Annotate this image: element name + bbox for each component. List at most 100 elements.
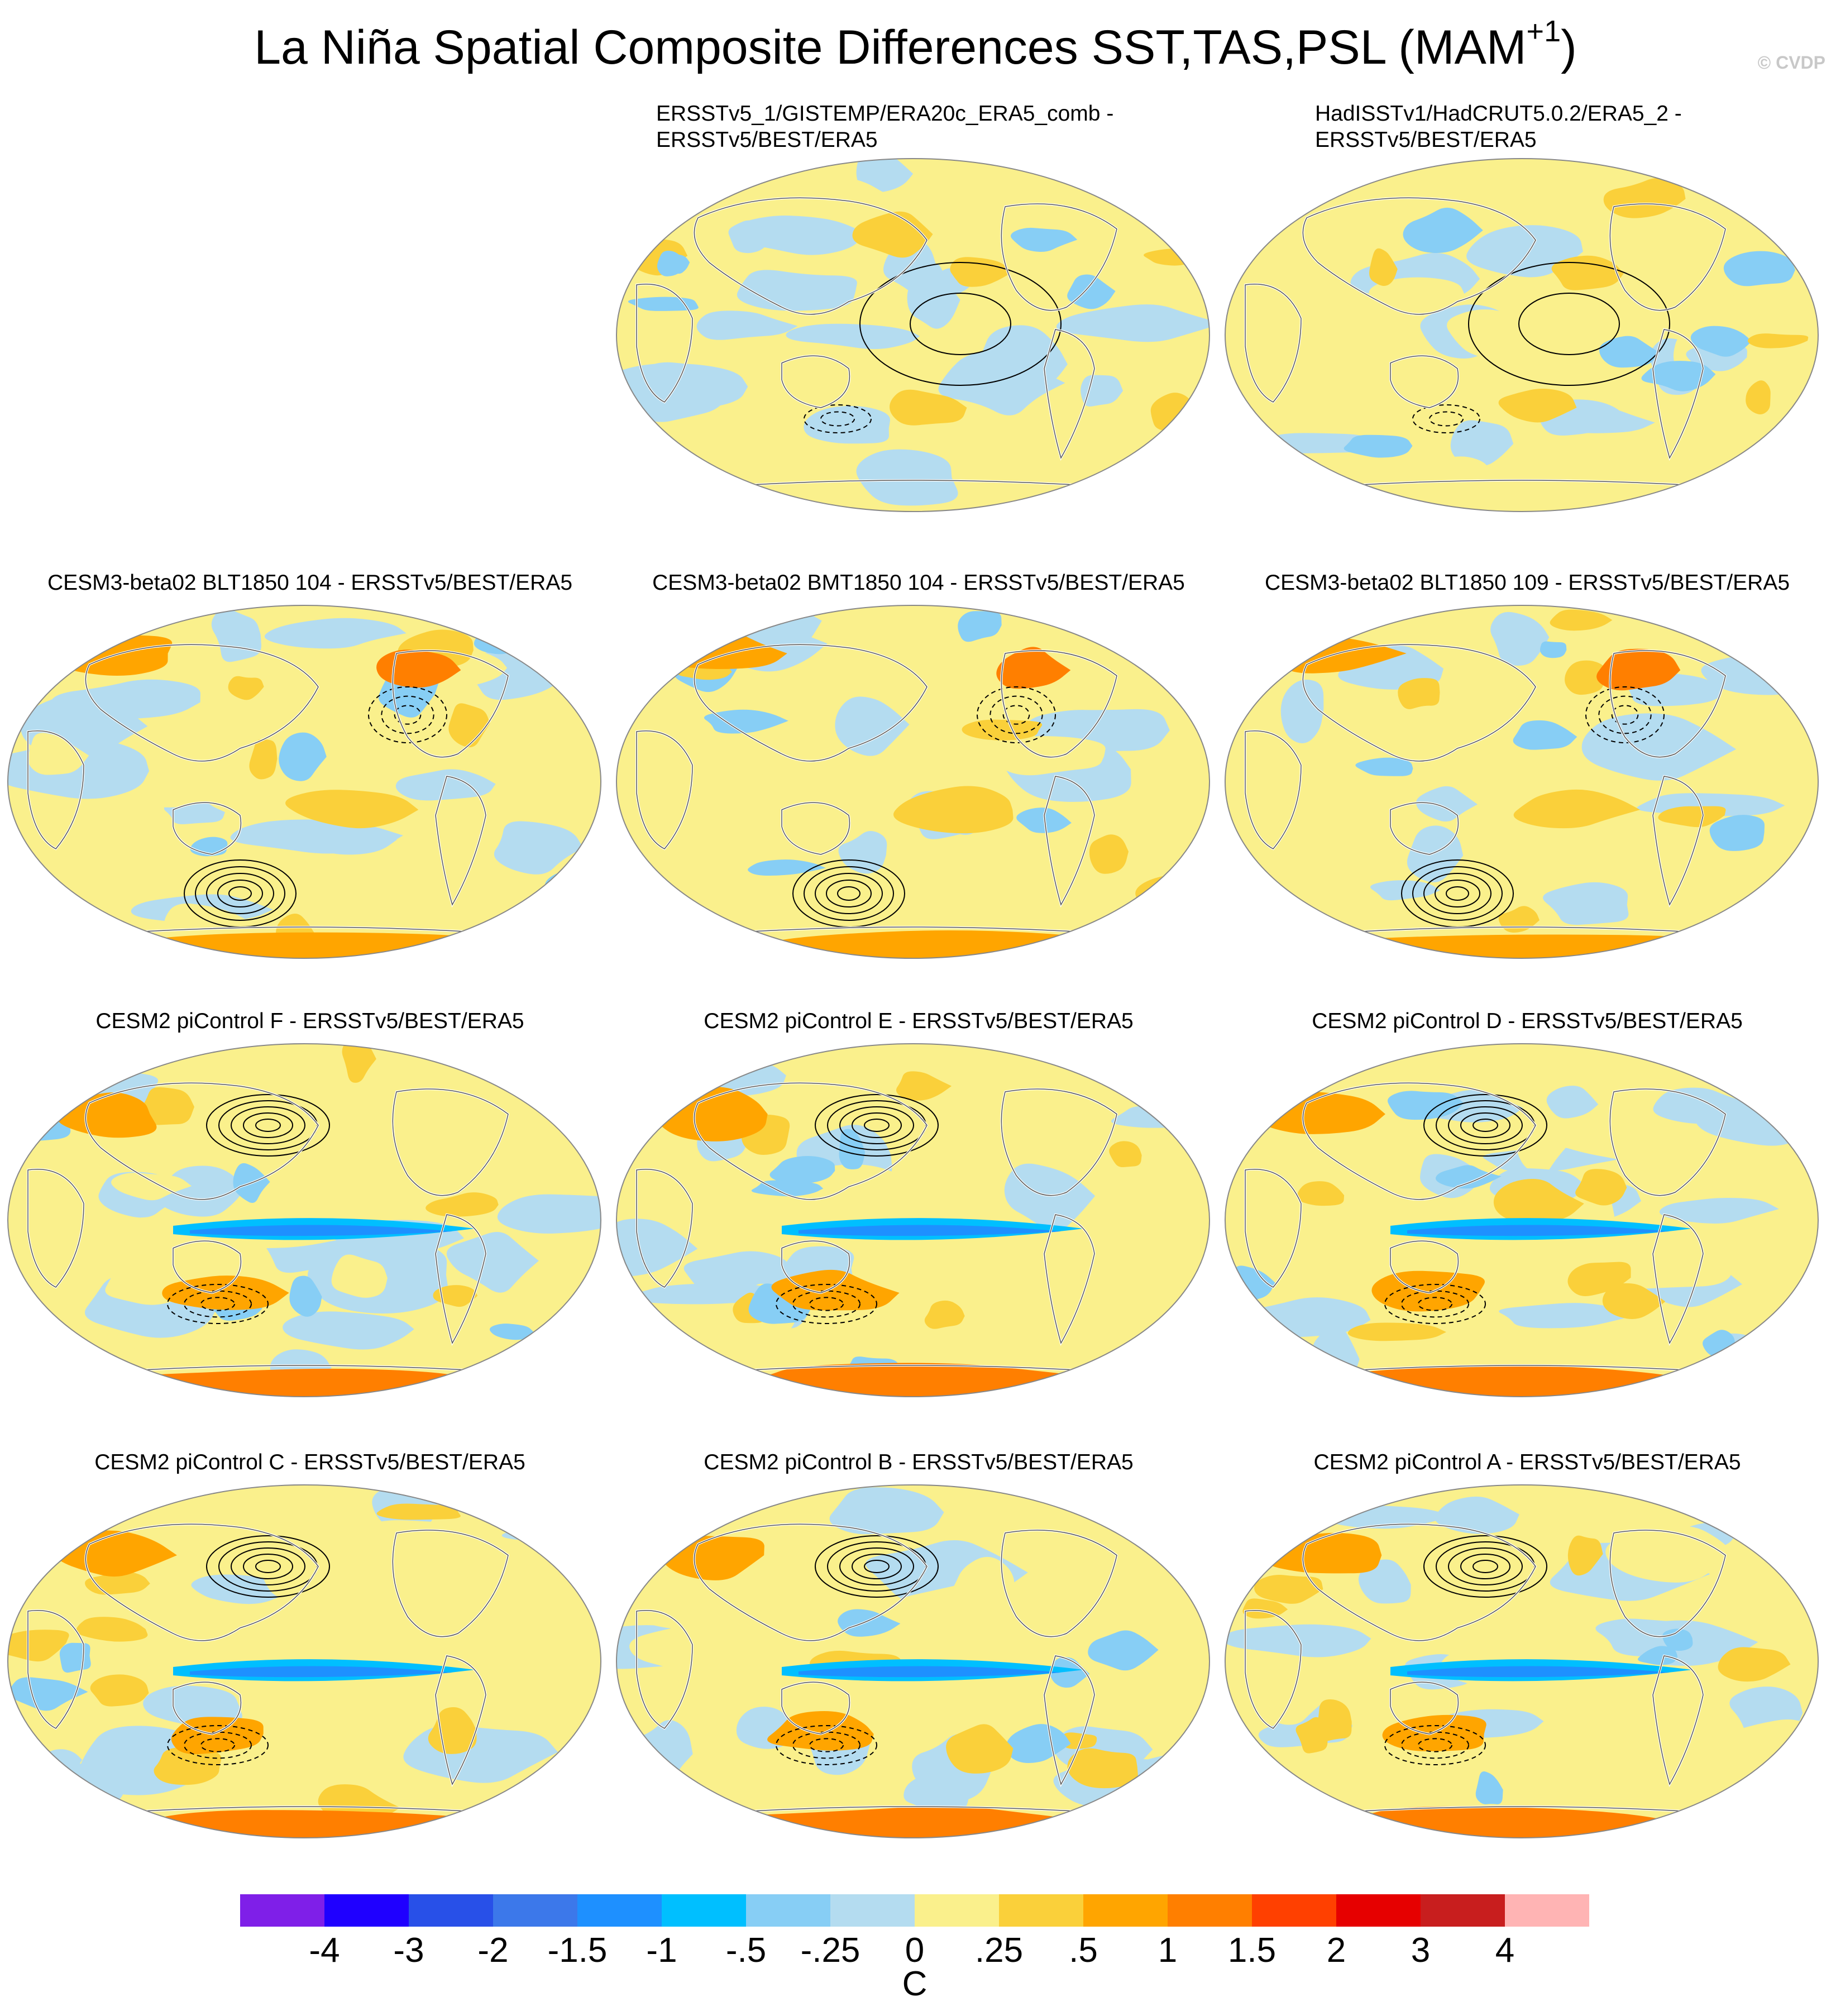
anomaly-region [641, 465, 727, 501]
colorbar-tick-label: -1 [646, 1931, 677, 1970]
anomaly-region [912, 1769, 971, 1817]
anomaly-region [907, 264, 960, 329]
anomaly-region [252, 1703, 366, 1734]
anomaly-region [1603, 178, 1686, 218]
psl-positive-contour [1423, 1094, 1547, 1157]
psl-negative-contour [792, 1731, 860, 1759]
robinson-map [7, 1484, 601, 1838]
continent-outline [1609, 1088, 1726, 1196]
continent-outline [694, 1523, 928, 1641]
anomaly-region [1344, 434, 1413, 458]
anomaly-region [1225, 613, 1355, 634]
anomaly-region [1155, 1286, 1209, 1337]
psl-negative-contour [184, 1290, 252, 1318]
anomaly-region [1602, 1283, 1666, 1319]
anomaly-region [1499, 1303, 1641, 1329]
psl-positive-contour [852, 1554, 902, 1579]
anomaly-region [344, 1520, 498, 1560]
colorbar-tick-label: -.25 [800, 1931, 860, 1970]
map-panel: CESM2 piControl D - ERSSTv5/BEST/ERA5 [1223, 1008, 1831, 1421]
psl-negative-contour [1598, 695, 1652, 734]
psl-positive-contour [217, 880, 263, 907]
psl-negative-contour [820, 411, 855, 427]
anomaly-region [418, 1323, 491, 1344]
anomaly-region [59, 1642, 91, 1673]
colorbar-units: C [902, 1965, 928, 2003]
anomaly-region [1416, 786, 1478, 822]
anomaly-region [1317, 1699, 1352, 1742]
cold-tongue-core [190, 1666, 452, 1678]
psl-positive-contour [1473, 1560, 1498, 1573]
continent-outline [694, 644, 928, 762]
psl-positive-contour [195, 866, 285, 921]
continent-outline [1245, 730, 1302, 849]
anomaly-region [484, 1612, 601, 1654]
psl-negative-contour [809, 1297, 844, 1311]
cold-tongue-core [1407, 1225, 1670, 1236]
anomaly-region [1447, 309, 1523, 359]
robinson-map [616, 1043, 1210, 1397]
anomaly-region [1514, 1117, 1569, 1175]
anomaly-region [945, 1556, 1016, 1627]
robinson-map [616, 605, 1210, 959]
anomaly-region [1067, 1748, 1138, 1789]
map-panel: CESM2 piControl A - ERSSTv5/BEST/ERA5 [1223, 1449, 1831, 1862]
anomaly-region [1565, 660, 1605, 695]
psl-negative-contour [167, 1725, 269, 1765]
anomaly-region [1083, 1226, 1169, 1288]
anomaly-region [948, 1348, 1057, 1370]
psl-negative-contour [1384, 1284, 1486, 1324]
psl-positive-contour [1412, 866, 1503, 921]
panel-title-line: CESM2 piControl E - ERSSTv5/BEST/ERA5 [704, 1009, 1134, 1033]
continent-outline [1302, 1523, 1536, 1641]
anomaly-region [629, 1794, 692, 1820]
anomaly-region [1498, 388, 1577, 423]
anomaly-region [130, 932, 536, 958]
anomaly-region [433, 1285, 478, 1307]
psl-positive-contour [837, 886, 860, 901]
continent-outline [636, 1169, 693, 1288]
map-border [616, 605, 1210, 959]
anomaly-region [1278, 787, 1418, 847]
map-panel: CESM3-beta02 BLT1850 104 - ERSSTv5/BEST/… [6, 570, 614, 983]
psl-positive-contour [1460, 1112, 1510, 1138]
map-border [7, 1043, 601, 1397]
psl-negative-contour [381, 695, 434, 734]
anomaly-region [1435, 1165, 1502, 1189]
colorbar-swatch [577, 1894, 662, 1927]
anomaly-region [616, 363, 748, 409]
colorbar-swatch [662, 1894, 746, 1927]
continent-outline [85, 1082, 319, 1200]
psl-positive-contour [1423, 873, 1491, 914]
psl-negative-contour [200, 1297, 235, 1311]
psl-positive-contour [1423, 1535, 1547, 1598]
panel-title: CESM2 piControl B - ERSSTv5/BEST/ERA5 [614, 1449, 1223, 1475]
panel-title: HadISSTv1/HadCRUT5.0.2/ERA5_2 - ERSSTv5/B… [1315, 101, 1831, 153]
anomaly-region [1050, 1657, 1090, 1688]
anomaly-region [856, 449, 958, 506]
continent-outline [636, 730, 693, 849]
colorbar-swatch [1505, 1894, 1589, 1927]
psl-negative-contour [1429, 411, 1464, 427]
continent-outline [1652, 1655, 1704, 1785]
anomaly-region [1060, 1732, 1097, 1749]
anomaly-region [1369, 248, 1398, 286]
continent-outline [392, 650, 509, 758]
continent-outline [1302, 644, 1536, 762]
anomaly-region [958, 611, 1002, 642]
anomaly-region [376, 1503, 461, 1520]
colorbar-swatch [1421, 1894, 1505, 1927]
colorbar-swatch [830, 1894, 915, 1927]
anomaly-region [1116, 1498, 1165, 1518]
anomaly-region [1493, 1179, 1584, 1223]
psl-negative-contour [368, 686, 447, 743]
anomaly-region [228, 676, 264, 700]
anomaly-region [839, 1129, 866, 1169]
anomaly-region [1297, 1181, 1345, 1206]
anomaly-region [1112, 1695, 1161, 1728]
colorbar-tick-label: -2 [477, 1931, 509, 1970]
anomaly-region [448, 703, 490, 748]
psl-positive-contour [1460, 1554, 1510, 1579]
anomaly-region [838, 830, 887, 874]
continent-outline [27, 1169, 84, 1288]
